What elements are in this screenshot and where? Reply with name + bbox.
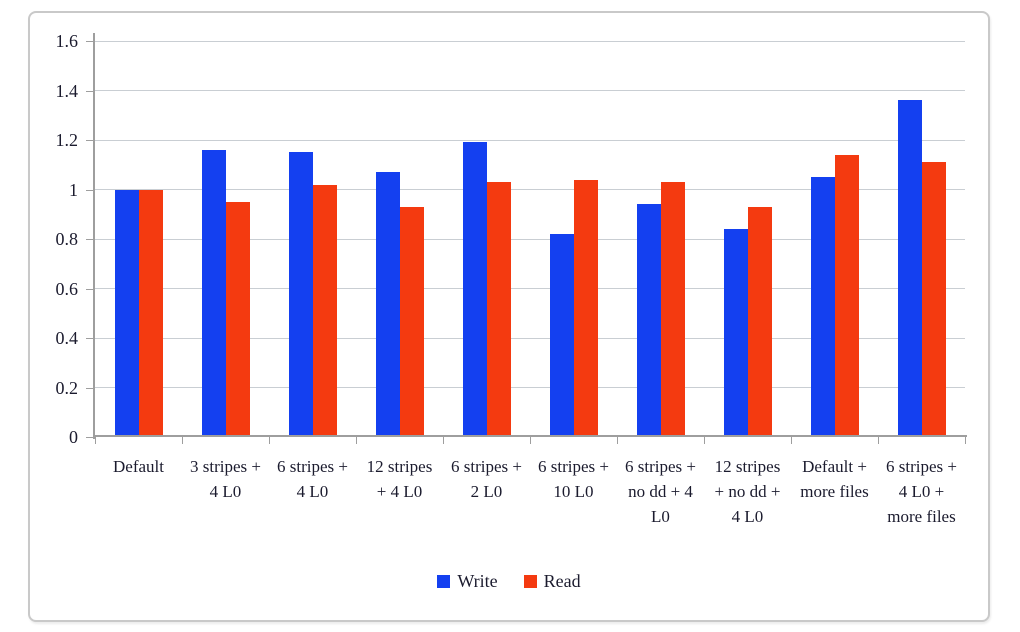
x-axis-tick bbox=[616, 437, 618, 444]
bar-write-7 bbox=[636, 204, 661, 437]
y-axis-tick bbox=[86, 41, 95, 42]
bar-write-10 bbox=[897, 100, 922, 437]
y-axis-tick-label: 0 bbox=[69, 427, 78, 447]
plot-area bbox=[93, 33, 967, 439]
x-axis-category-label: 6 stripes + 10 L0 bbox=[538, 457, 609, 501]
x-axis-tick bbox=[355, 437, 357, 444]
x-axis-category-label: 6 stripes + 4 L0 + more files bbox=[886, 457, 957, 526]
bar-write-9 bbox=[810, 177, 835, 437]
x-axis-line bbox=[93, 435, 967, 437]
legend-swatch-read bbox=[523, 575, 537, 588]
legend-item-write: Write bbox=[437, 571, 498, 592]
gridline-1 bbox=[95, 189, 965, 190]
legend-swatch-write bbox=[437, 575, 451, 588]
x-axis-category-label: 3 stripes + 4 L0 bbox=[190, 457, 261, 501]
bar-write-1 bbox=[114, 189, 139, 437]
y-axis-tick-label: 0.6 bbox=[55, 278, 79, 299]
bar-write-8 bbox=[723, 229, 748, 437]
y-axis-tick bbox=[86, 140, 95, 141]
bar-write-4 bbox=[375, 172, 400, 437]
y-axis-tick-label: 1.2 bbox=[55, 130, 79, 150]
x-axis-category-label: 6 stripes + no dd + 4 L0 bbox=[625, 457, 696, 526]
x-axis-tick bbox=[529, 437, 531, 444]
chart-frame: Write Read 0 0.2 0.4 0.6 0.8 1 1.2 1.4 1.6 Default… bbox=[28, 11, 990, 622]
legend-label-read: Read bbox=[543, 571, 581, 591]
y-axis-tick-label: 1.4 bbox=[55, 80, 79, 101]
gridline-0.2 bbox=[95, 387, 965, 388]
y-axis-tick bbox=[86, 239, 95, 240]
bar-read-7 bbox=[660, 182, 685, 437]
y-axis-tick bbox=[86, 387, 95, 389]
x-axis-tick bbox=[964, 437, 966, 444]
y-axis-tick bbox=[86, 338, 95, 339]
bar-read-3 bbox=[312, 184, 337, 437]
gridline-1.2 bbox=[95, 139, 965, 141]
x-axis-category-label: Default bbox=[113, 457, 164, 476]
y-axis-line bbox=[93, 33, 95, 439]
x-axis-category-label: 12 stripes + 4 L0 bbox=[366, 457, 433, 501]
y-axis-tick bbox=[86, 90, 95, 92]
legend-label-write: Write bbox=[457, 571, 498, 591]
gridline-0.8 bbox=[95, 238, 965, 240]
x-axis-category-label: 6 stripes + 4 L0 bbox=[277, 457, 348, 501]
y-axis-tick bbox=[86, 288, 95, 290]
bar-read-6 bbox=[573, 179, 598, 437]
gridline-0.6 bbox=[95, 288, 965, 289]
bar-write-5 bbox=[462, 142, 487, 437]
gridline-0.4 bbox=[95, 337, 965, 339]
bar-read-8 bbox=[747, 206, 772, 437]
x-axis-tick bbox=[877, 437, 879, 444]
legend-item-read: Read bbox=[523, 571, 581, 592]
y-axis-tick bbox=[86, 189, 95, 191]
bar-read-1 bbox=[138, 189, 163, 437]
x-axis-tick bbox=[790, 437, 792, 444]
y-axis-tick bbox=[86, 437, 95, 438]
y-axis-tick-label: 0.2 bbox=[55, 377, 79, 398]
y-axis-tick-label: 0.8 bbox=[55, 229, 79, 249]
gridline-1.6 bbox=[95, 40, 965, 42]
legend: Write Read bbox=[30, 571, 988, 592]
bar-write-6 bbox=[549, 234, 574, 437]
bar-read-5 bbox=[486, 182, 511, 437]
bar-write-3 bbox=[288, 152, 313, 437]
bar-read-2 bbox=[225, 201, 250, 437]
bar-read-9 bbox=[834, 154, 859, 437]
y-axis-tick-label: 0.4 bbox=[55, 328, 79, 348]
x-axis-tick bbox=[268, 437, 270, 444]
gridline-1.4 bbox=[95, 90, 965, 91]
x-axis-tick bbox=[703, 437, 705, 444]
y-axis-tick-label: 1.6 bbox=[55, 31, 79, 51]
y-axis-tick-label: 1 bbox=[69, 179, 78, 200]
x-axis-tick bbox=[181, 437, 183, 444]
x-axis-tick bbox=[94, 437, 96, 444]
x-axis-tick bbox=[442, 437, 444, 444]
x-axis-category-label: 12 stripes + no dd + 4 L0 bbox=[714, 457, 781, 526]
bar-read-10 bbox=[921, 162, 946, 437]
bar-read-4 bbox=[399, 206, 424, 437]
bar-write-2 bbox=[201, 149, 226, 437]
x-axis-category-label: 6 stripes + 2 L0 bbox=[451, 457, 522, 501]
x-axis-category-label: Default + more files bbox=[800, 457, 869, 501]
